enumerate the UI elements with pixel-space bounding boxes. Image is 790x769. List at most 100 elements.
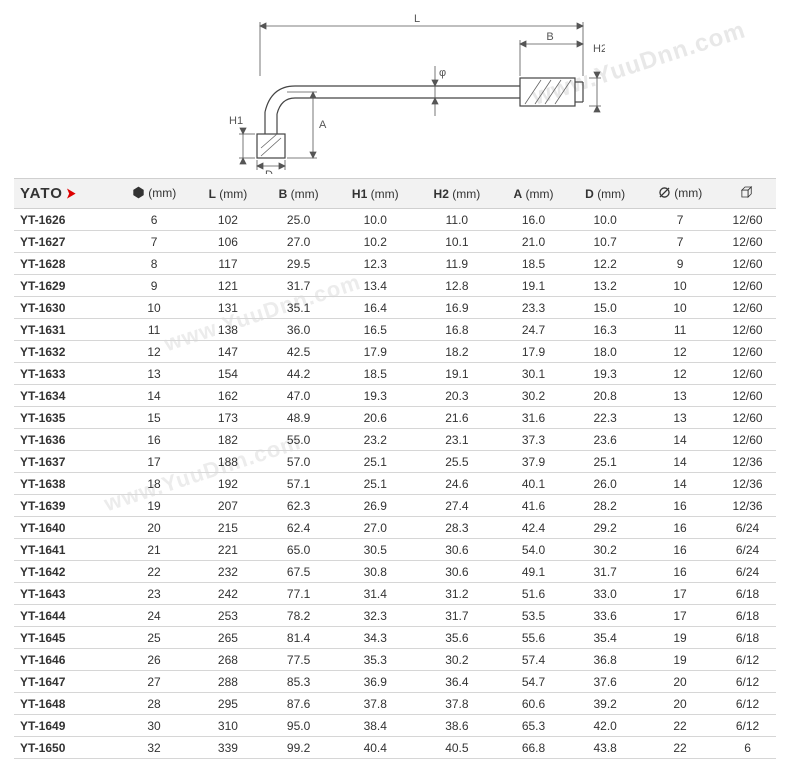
cell-model: YT-1631 — [14, 319, 115, 341]
cell-B: 62.4 — [263, 517, 335, 539]
table-row: YT-16391920762.326.927.441.628.21612/36 — [14, 495, 776, 517]
cell-pack: 6/18 — [719, 583, 776, 605]
cell-H2: 30.6 — [416, 539, 498, 561]
hex-icon — [132, 186, 145, 202]
cell-H1: 34.3 — [334, 627, 416, 649]
dim-label-B: B — [546, 31, 553, 43]
cell-H1: 20.6 — [334, 407, 416, 429]
cell-L: 268 — [193, 649, 263, 671]
cell-hex: 22 — [115, 561, 193, 583]
cell-A: 41.6 — [498, 495, 570, 517]
cell-D: 36.8 — [569, 649, 641, 671]
cell-pack: 12/60 — [719, 253, 776, 275]
cell-A: 54.0 — [498, 539, 570, 561]
cell-D: 33.6 — [569, 605, 641, 627]
table-row: YT-16452526581.434.335.655.635.4196/18 — [14, 627, 776, 649]
cell-L: 138 — [193, 319, 263, 341]
cell-A: 21.0 — [498, 231, 570, 253]
cell-D: 10.7 — [569, 231, 641, 253]
cell-H1: 25.1 — [334, 451, 416, 473]
cell-dia: 12 — [641, 363, 719, 385]
cell-hex: 20 — [115, 517, 193, 539]
package-icon — [740, 185, 755, 202]
dim-label-D: D — [265, 169, 273, 174]
table-row: YT-16341416247.019.320.330.220.81312/60 — [14, 385, 776, 407]
cell-hex: 26 — [115, 649, 193, 671]
cell-B: 67.5 — [263, 561, 335, 583]
cell-D: 26.0 — [569, 473, 641, 495]
cell-B: 62.3 — [263, 495, 335, 517]
table-row: YT-16381819257.125.124.640.126.01412/36 — [14, 473, 776, 495]
col-H1: H1 (mm) — [334, 179, 416, 209]
table-row: YT-16321214742.517.918.217.918.01212/60 — [14, 341, 776, 363]
cell-H1: 10.0 — [334, 209, 416, 231]
cell-pack: 6/18 — [719, 605, 776, 627]
brand-arrow-icon: ➤ — [66, 185, 76, 202]
cell-B: 36.0 — [263, 319, 335, 341]
cell-D: 22.3 — [569, 407, 641, 429]
cell-A: 17.9 — [498, 341, 570, 363]
cell-hex: 19 — [115, 495, 193, 517]
spec-table: YATO ➤ (mm) L (mm) B (mm) H1 (mm) H2 (mm… — [14, 178, 776, 759]
cell-D: 25.1 — [569, 451, 641, 473]
col-L: L (mm) — [193, 179, 263, 209]
cell-L: 182 — [193, 429, 263, 451]
cell-hex: 17 — [115, 451, 193, 473]
cell-dia: 22 — [641, 715, 719, 737]
dim-label-H1: H1 — [229, 115, 243, 127]
cell-B: 35.1 — [263, 297, 335, 319]
cell-L: 131 — [193, 297, 263, 319]
cell-H2: 16.9 — [416, 297, 498, 319]
cell-B: 87.6 — [263, 693, 335, 715]
cell-hex: 21 — [115, 539, 193, 561]
dim-label-phi: φ — [439, 67, 446, 79]
cell-D: 31.7 — [569, 561, 641, 583]
cell-B: 85.3 — [263, 671, 335, 693]
table-row: YT-16331315444.218.519.130.119.31212/60 — [14, 363, 776, 385]
table-row: YT-1627710627.010.210.121.010.7712/60 — [14, 231, 776, 253]
cell-D: 33.0 — [569, 583, 641, 605]
dim-label-H2: H2 — [593, 43, 605, 55]
cell-pack: 6/24 — [719, 561, 776, 583]
cell-A: 18.5 — [498, 253, 570, 275]
cell-D: 35.4 — [569, 627, 641, 649]
cell-H1: 16.5 — [334, 319, 416, 341]
cell-A: 30.1 — [498, 363, 570, 385]
cell-A: 54.7 — [498, 671, 570, 693]
cell-L: 173 — [193, 407, 263, 429]
cell-pack: 12/60 — [719, 319, 776, 341]
cell-A: 40.1 — [498, 473, 570, 495]
cell-pack: 12/60 — [719, 407, 776, 429]
cell-dia: 19 — [641, 649, 719, 671]
col-D: D (mm) — [569, 179, 641, 209]
cell-H1: 40.4 — [334, 737, 416, 759]
table-row: YT-1626610225.010.011.016.010.0712/60 — [14, 209, 776, 231]
cell-D: 12.2 — [569, 253, 641, 275]
cell-dia: 7 — [641, 209, 719, 231]
cell-hex: 28 — [115, 693, 193, 715]
cell-A: 55.6 — [498, 627, 570, 649]
cell-B: 77.5 — [263, 649, 335, 671]
cell-H1: 31.4 — [334, 583, 416, 605]
cell-H1: 27.0 — [334, 517, 416, 539]
cell-pack: 12/60 — [719, 275, 776, 297]
cell-L: 288 — [193, 671, 263, 693]
brand-header: YATO ➤ — [14, 179, 115, 209]
cell-dia: 10 — [641, 297, 719, 319]
table-row: YT-16371718857.025.125.537.925.11412/36 — [14, 451, 776, 473]
cell-model: YT-1643 — [14, 583, 115, 605]
cell-dia: 11 — [641, 319, 719, 341]
cell-L: 339 — [193, 737, 263, 759]
cell-model: YT-1639 — [14, 495, 115, 517]
cell-A: 16.0 — [498, 209, 570, 231]
cell-dia: 14 — [641, 473, 719, 495]
cell-dia: 16 — [641, 539, 719, 561]
cell-A: 49.1 — [498, 561, 570, 583]
cell-H1: 30.5 — [334, 539, 416, 561]
cell-H2: 35.6 — [416, 627, 498, 649]
cell-B: 77.1 — [263, 583, 335, 605]
col-dia: (mm) — [641, 179, 719, 209]
cell-hex: 18 — [115, 473, 193, 495]
cell-L: 192 — [193, 473, 263, 495]
cell-D: 43.8 — [569, 737, 641, 759]
